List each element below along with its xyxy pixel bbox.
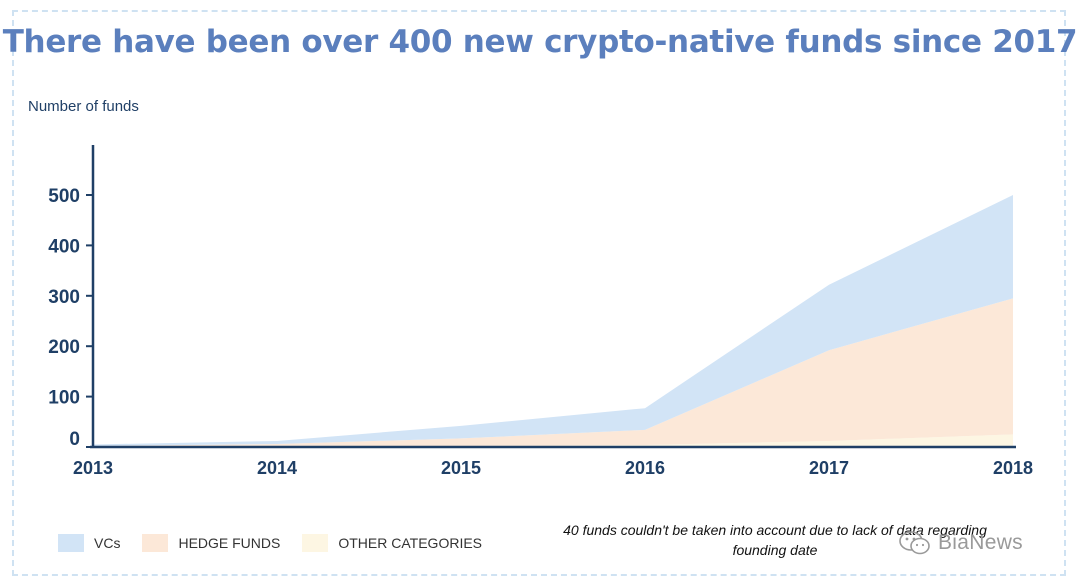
legend-swatch-vcs: [58, 534, 84, 552]
x-tick-label: 2017: [809, 458, 849, 478]
legend-item-vcs: VCs: [58, 534, 120, 552]
y-tick-labels: 0 100 200 300 400 500: [48, 186, 93, 450]
wechat-icon: [899, 531, 930, 555]
legend-label-other-categories: OTHER CATEGORIES: [338, 535, 483, 551]
chart-title: There have been over 400 new crypto-nati…: [2, 24, 1078, 60]
legend-item-other-categories: OTHER CATEGORIES: [302, 534, 482, 552]
y-tick-label: 300: [48, 287, 80, 308]
legend-item-hedge-funds: HEDGE FUNDS: [142, 534, 280, 552]
legend-label-hedge-funds: HEDGE FUNDS: [178, 535, 281, 551]
legend: VCs HEDGE FUNDS OTHER CATEGORIES: [58, 532, 504, 554]
area-series-group: [93, 195, 1013, 447]
watermark: BiaNews: [898, 530, 1023, 556]
chart-frame: [12, 10, 1066, 576]
x-tick-label: 2018: [993, 458, 1033, 478]
y-tick-label: 400: [48, 236, 80, 257]
x-tick-label: 2014: [257, 458, 297, 478]
legend-swatch-hedge-funds: [142, 534, 169, 552]
watermark-text: BiaNews: [938, 531, 1023, 554]
y-tick-label: 100: [48, 388, 80, 409]
x-tick-label: 2015: [441, 458, 481, 478]
y-tick-label: 500: [48, 186, 80, 207]
area-other-categories: [93, 434, 1013, 447]
x-tick-label: 2013: [73, 458, 113, 478]
area-hedge-funds: [93, 298, 1013, 447]
y-tick-label: 200: [48, 337, 80, 358]
x-tick-labels: 2013 2014 2015 2016 2017 2018: [73, 458, 1033, 478]
y-axis-label: Number of funds: [28, 98, 139, 115]
x-tick-label: 2016: [625, 458, 665, 478]
y-tick-label: 0: [69, 429, 80, 450]
legend-label-vcs: VCs: [94, 535, 121, 551]
legend-swatch-other-categories: [302, 534, 329, 552]
area-vcs: [93, 195, 1013, 446]
annotation-note: 40 funds couldn't be taken into account …: [563, 522, 987, 558]
